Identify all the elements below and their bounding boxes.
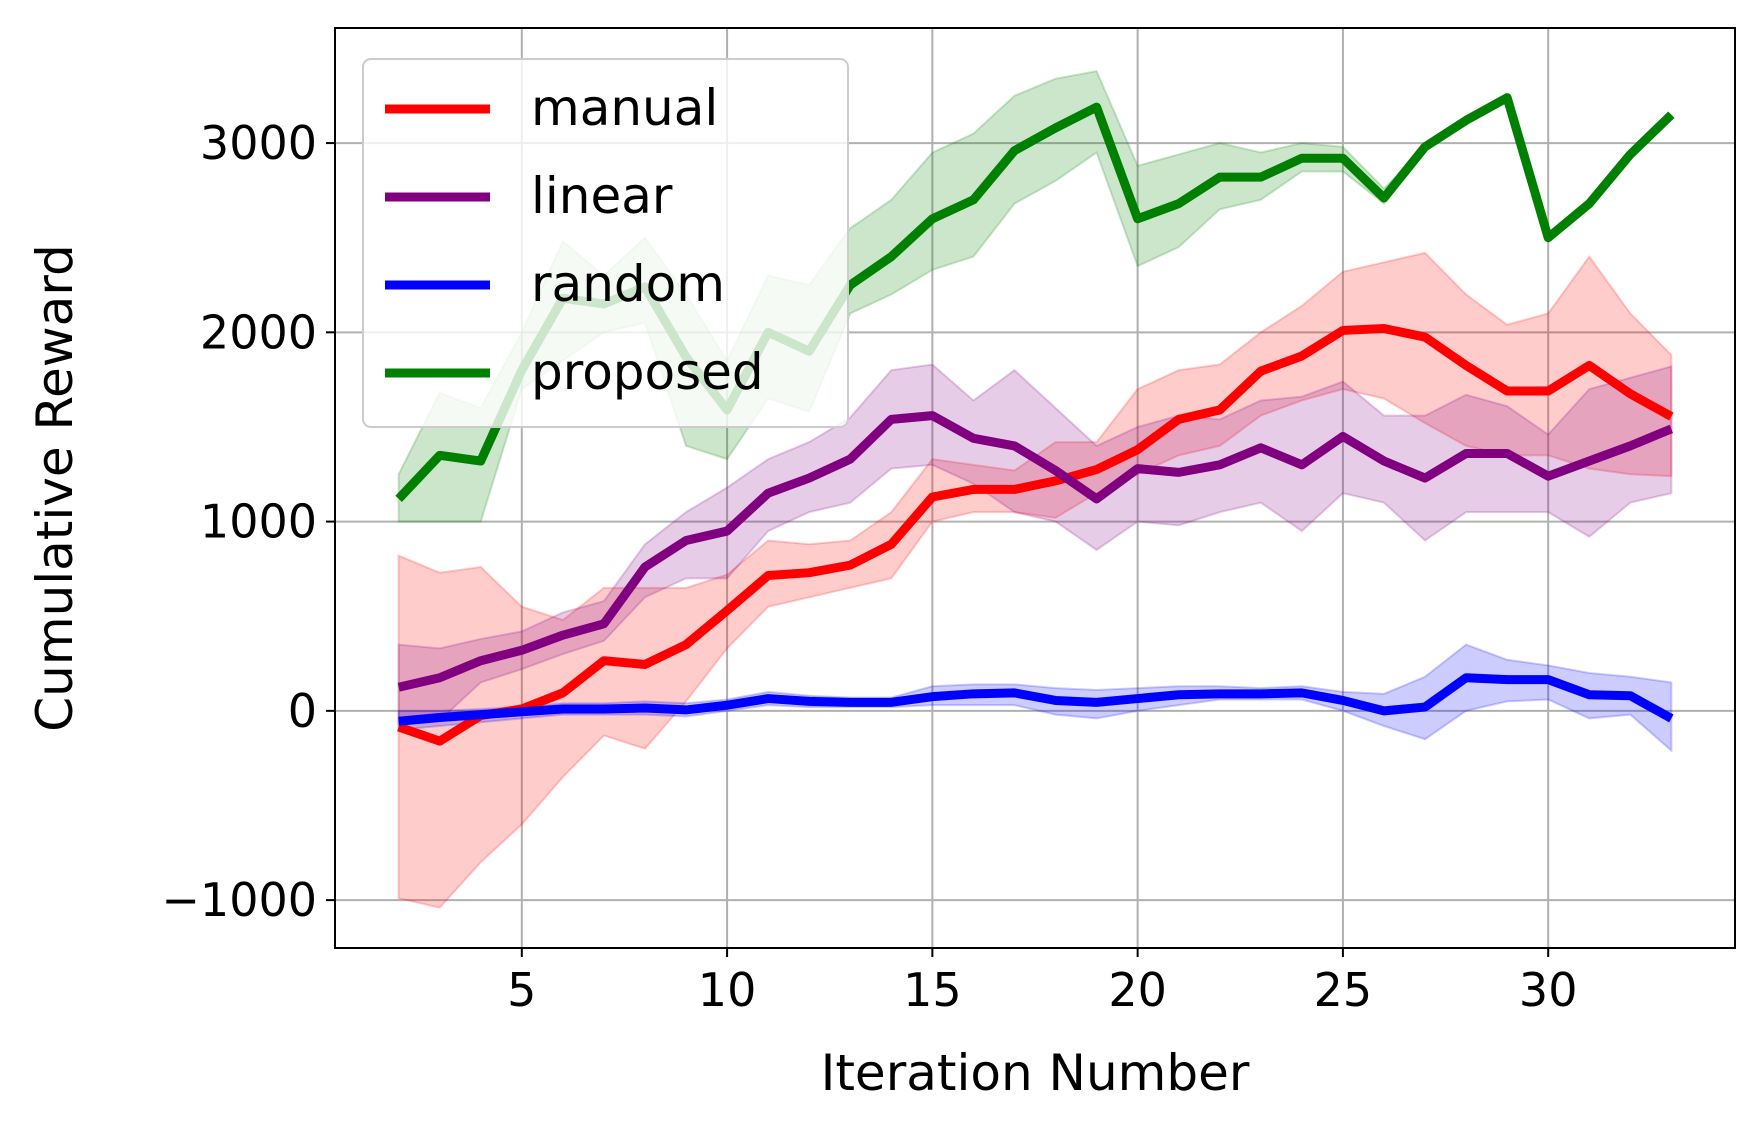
- y-tick-label: 0: [288, 684, 317, 738]
- plot-frame: [334, 27, 1736, 949]
- x-tick-label: 30: [1519, 963, 1578, 1017]
- legend-label: proposed: [531, 343, 764, 401]
- x-tick-label: 20: [1108, 963, 1167, 1017]
- y-tick-label: 1000: [200, 495, 317, 549]
- y-tick-label: 3000: [200, 116, 317, 170]
- legend: manual linear random proposed: [362, 58, 849, 428]
- legend-label: random: [531, 255, 725, 313]
- legend-label: manual: [531, 79, 718, 137]
- x-tick-label: 10: [698, 963, 757, 1017]
- legend-label: linear: [531, 167, 673, 225]
- y-tick-label: −1000: [161, 873, 317, 927]
- x-axis-label: Iteration Number: [821, 1044, 1250, 1102]
- x-tick-label: 5: [507, 963, 536, 1017]
- legend-box: [362, 58, 849, 428]
- line: [397, 411, 1674, 692]
- line: [398, 673, 1674, 726]
- x-tick-label: 15: [903, 963, 962, 1017]
- error-band: [397, 251, 1673, 909]
- y-axis-label: Cumulative Reward: [26, 244, 84, 731]
- x-tick-label: 25: [1314, 963, 1373, 1017]
- line: [397, 324, 1674, 746]
- y-tick-label: 2000: [200, 305, 317, 359]
